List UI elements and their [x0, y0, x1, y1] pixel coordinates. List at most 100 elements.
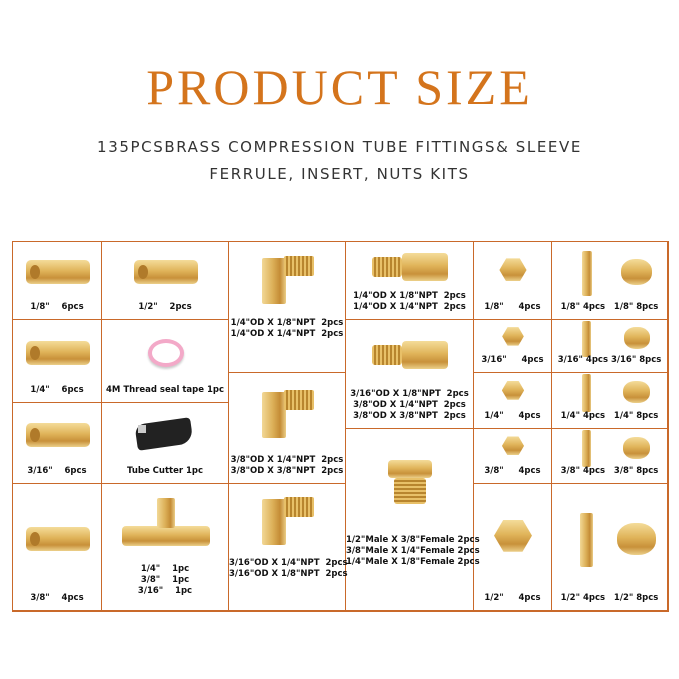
ferrule-icon [617, 522, 656, 555]
label-line: 4M Thread seal tape 1pc [106, 385, 224, 395]
cell-label: 3/16" 6pcs [13, 466, 101, 477]
label-line: 3/16" 4pcs [481, 355, 544, 365]
label-line: 3/8" 4pcs [30, 593, 84, 603]
elbow-icon [261, 257, 286, 304]
nut-icon [502, 327, 524, 346]
cutter-blade [137, 424, 146, 433]
fitting-bore [29, 531, 40, 546]
cell-label: 1/2"Male X 3/8"Female 2pcs 3/8"Male X 1/4… [346, 534, 480, 568]
cell-connector-1-4od: 1/4"OD X 1/8"NPT 2pcs 1/4"OD X 1/4"NPT 2p… [346, 242, 474, 320]
cell-label: 1/8" 6pcs [13, 302, 101, 313]
tee-branch [156, 498, 175, 528]
cell-label: 3/8" 4pcs [474, 466, 551, 477]
connector-thread [372, 344, 402, 365]
fitting-bore [29, 345, 40, 360]
cell-nut-3-8: 3/8" 4pcs [474, 429, 552, 484]
cutter-icon [133, 416, 194, 451]
tape-icon [147, 338, 184, 367]
cell-tee: 1/4" 1pc 3/8" 1pc 3/16" 1pc [102, 484, 229, 611]
cell-label: 3/16"OD X 1/8"NPT 2pcs 3/8"OD X 1/4"NPT 2… [346, 389, 473, 422]
label-line: 1/2"Male X 3/8"Female 2pcs [346, 534, 480, 545]
elbow-thread [283, 255, 314, 276]
cell-label: Tube Cutter 1pc [102, 466, 228, 477]
label-line: 1/2" 2pcs [138, 302, 192, 312]
ferrule-icon [620, 258, 653, 286]
cell-label: 1/2" 2pcs [102, 302, 228, 313]
insert-sleeve-icon [582, 320, 592, 358]
label-line: 1/4" 4pcs 1/4" 8pcs [560, 411, 659, 421]
bushing-icon [388, 459, 432, 478]
cell-tube-cutter: Tube Cutter 1pc [102, 403, 229, 484]
label-line: 3/8"Male X 1/4"Female 2pcs [346, 545, 480, 556]
cell-connector-mixed: 3/16"OD X 1/8"NPT 2pcs 3/8"OD X 1/4"NPT 2… [346, 320, 474, 429]
cell-nut-1-4: 1/4" 4pcs [474, 373, 552, 429]
elbow-thread [283, 390, 314, 410]
connector-thread [372, 256, 402, 277]
cell-nut-3-16: 3/16" 4pcs [474, 320, 552, 373]
cell-label: 3/16" 4pcs [474, 355, 551, 366]
nut-icon [499, 258, 527, 282]
cell-label: 3/16"OD X 1/4"NPT 2pcs 3/16"OD X 1/8"NPT … [229, 557, 348, 580]
label-line: 3/16"OD X 1/4"NPT 2pcs [229, 557, 348, 568]
label-line: 1/2" 4pcs 1/2" 8pcs [560, 593, 659, 603]
label-line: 1/8" 4pcs [484, 302, 541, 312]
cell-label: 4M Thread seal tape 1pc [102, 385, 228, 396]
page-title: PRODUCT SIZE [146, 59, 533, 115]
label-line: 1/4" 6pcs [30, 385, 84, 395]
cell-insert-ferrule-3-16: 3/16" 4pcs 3/16" 8pcs [552, 320, 668, 373]
label-line: 3/8"OD X 3/8"NPT 2pcs [353, 411, 466, 421]
cell-union-3-16: 3/16" 6pcs [13, 403, 102, 484]
label-line: 3/16" 1pc [137, 586, 193, 596]
cell-label: 3/8"OD X 1/4"NPT 2pcs 3/8"OD X 3/8"NPT 2p… [229, 455, 345, 477]
cell-union-1-8: 1/8" 6pcs [13, 242, 102, 320]
cell-elbow-3-8od: 3/8"OD X 1/4"NPT 2pcs 3/8"OD X 3/8"NPT 2p… [229, 373, 346, 484]
label-line: 3/16" 4pcs 3/16" 8pcs [557, 355, 662, 365]
parts-grid: 1/8" 6pcs 1/4" 6pcs 3/16" 6pcs 3/8" 4pcs 1/2… [12, 241, 669, 612]
insert-sleeve-icon [582, 429, 592, 468]
label-line: 1/8" 6pcs [30, 302, 84, 312]
label-line: 3/16" 6pcs [27, 466, 87, 476]
nut-icon [501, 436, 525, 456]
ferrule-icon [623, 327, 650, 349]
fitting-bore [29, 427, 40, 442]
label-line: 3/8"OD X 1/4"NPT 2pcs [353, 400, 466, 410]
cell-label: 1/4" 4pcs [474, 411, 551, 422]
cell-label: 3/8" 4pcs 3/8" 8pcs [552, 466, 667, 477]
label-line: 1/4" 1pc [140, 564, 190, 574]
elbow-icon [261, 498, 286, 545]
ferrule-icon [623, 436, 650, 459]
label-line: 1/4"OD X 1/4"NPT 2pcs [230, 328, 344, 339]
label-line: 1/2" 4pcs [484, 593, 541, 603]
cell-nut-1-8: 1/8" 4pcs [474, 242, 552, 320]
label-line: 1/4"OD X 1/4"NPT 2pcs [353, 302, 466, 312]
cell-union-1-4: 1/4" 6pcs [13, 320, 102, 403]
elbow-icon [261, 392, 286, 438]
ferrule-icon [623, 380, 650, 404]
nut-icon [501, 380, 525, 400]
cell-bushing: 1/2"Male X 3/8"Female 2pcs 3/8"Male X 1/4… [346, 429, 480, 611]
subtitle-line-1: 135PCSBRASS COMPRESSION TUBE FITTINGS& S… [97, 138, 582, 156]
connector-icon [402, 340, 448, 369]
elbow-thread [283, 496, 314, 517]
cell-insert-ferrule-1-8: 1/8" 4pcs 1/8" 8pcs [552, 242, 668, 320]
fitting-bore [137, 265, 148, 279]
insert-sleeve-icon [581, 251, 593, 296]
cell-label: 1/8" 4pcs 1/8" 8pcs [552, 302, 667, 313]
label-line: 1/4"OD X 1/8"NPT 2pcs [353, 291, 466, 301]
cell-label: 1/4" 1pc 3/8" 1pc 3/16" 1pc [102, 564, 228, 597]
cell-nut-1-2: 1/2" 4pcs [474, 484, 552, 611]
cell-label: 1/4"OD X 1/8"NPT 2pcs 1/4"OD X 1/4"NPT 2p… [229, 318, 345, 340]
insert-sleeve-icon [582, 374, 592, 412]
tee-icon [121, 526, 210, 546]
label-line: 3/8"OD X 3/8"NPT 2pcs [230, 466, 344, 476]
label-line: 1/8" 4pcs 1/8" 8pcs [560, 302, 659, 312]
cell-insert-ferrule-1-4: 1/4" 4pcs 1/4" 8pcs [552, 373, 668, 429]
cell-label: 3/16" 4pcs 3/16" 8pcs [552, 355, 667, 366]
label-line: 3/8" 4pcs [484, 466, 541, 476]
cell-label: 1/2" 4pcs 1/2" 8pcs [552, 593, 667, 604]
cell-thread-seal-tape: 4M Thread seal tape 1pc [102, 320, 229, 403]
subtitle-line-2: FERRULE, INSERT, NUTS KITS [209, 165, 470, 183]
cell-union-1-2: 1/2" 2pcs [102, 242, 229, 320]
cell-label: 1/4" 4pcs 1/4" 8pcs [552, 411, 667, 422]
